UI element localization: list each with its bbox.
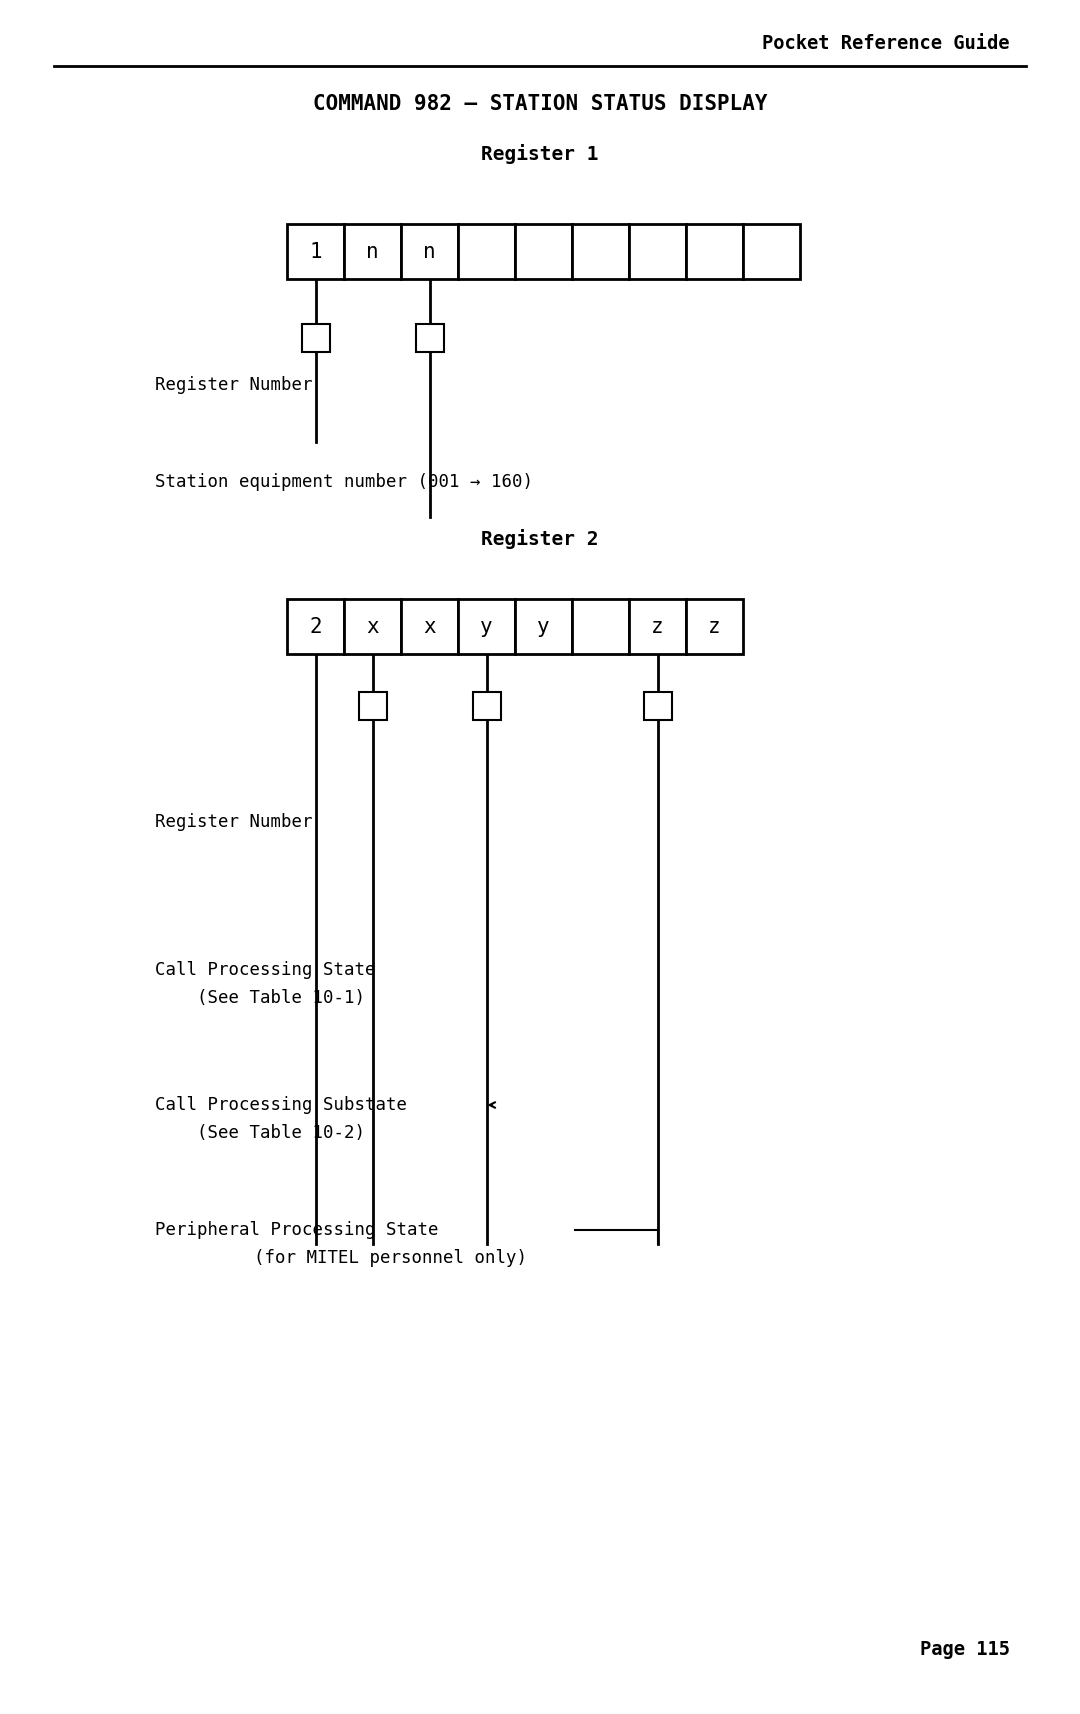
Text: Register Number: Register Number [156, 812, 312, 831]
Text: Pocket Reference Guide: Pocket Reference Guide [762, 34, 1010, 53]
Bar [345, 225, 401, 279]
Text: 1: 1 [309, 242, 322, 262]
Text: x: x [423, 617, 436, 636]
Bar [287, 598, 345, 655]
Text: (for MITEL personnel only): (for MITEL personnel only) [170, 1250, 527, 1267]
Text: n: n [423, 242, 436, 262]
Text: Register 1: Register 1 [482, 144, 598, 165]
Bar [473, 692, 500, 720]
Text: y: y [537, 617, 550, 636]
Bar [345, 598, 401, 655]
Text: Page 115: Page 115 [920, 1640, 1010, 1659]
Text: Register 2: Register 2 [482, 530, 598, 548]
Text: Station equipment number (001 → 160): Station equipment number (001 → 160) [156, 473, 534, 490]
Text: n: n [366, 242, 379, 262]
Bar [629, 225, 686, 279]
Bar [515, 225, 572, 279]
Text: Register Number: Register Number [156, 375, 312, 394]
Bar [644, 692, 672, 720]
Text: y: y [481, 617, 492, 636]
Text: Call Processing Substate: Call Processing Substate [156, 1095, 407, 1114]
Bar [458, 598, 515, 655]
Bar [572, 225, 629, 279]
Text: x: x [366, 617, 379, 636]
Bar [515, 598, 572, 655]
Bar [401, 225, 458, 279]
Text: Call Processing State: Call Processing State [156, 962, 376, 979]
Text: 2: 2 [309, 617, 322, 636]
Text: (See Table 10-2): (See Table 10-2) [156, 1124, 365, 1142]
Bar [629, 598, 686, 655]
Bar [572, 598, 629, 655]
Text: COMMAND 982 – STATION STATUS DISPLAY: COMMAND 982 – STATION STATUS DISPLAY [313, 94, 767, 115]
Bar [401, 598, 458, 655]
Bar [458, 225, 515, 279]
Text: z: z [651, 617, 664, 636]
Bar [359, 692, 387, 720]
Text: (See Table 10-1): (See Table 10-1) [156, 989, 365, 1008]
Text: Peripheral Processing State: Peripheral Processing State [156, 1220, 438, 1239]
Bar [686, 598, 743, 655]
Bar [416, 324, 444, 351]
Text: z: z [708, 617, 720, 636]
Bar [686, 225, 743, 279]
Bar [301, 324, 329, 351]
Bar [743, 225, 800, 279]
Bar [287, 225, 345, 279]
